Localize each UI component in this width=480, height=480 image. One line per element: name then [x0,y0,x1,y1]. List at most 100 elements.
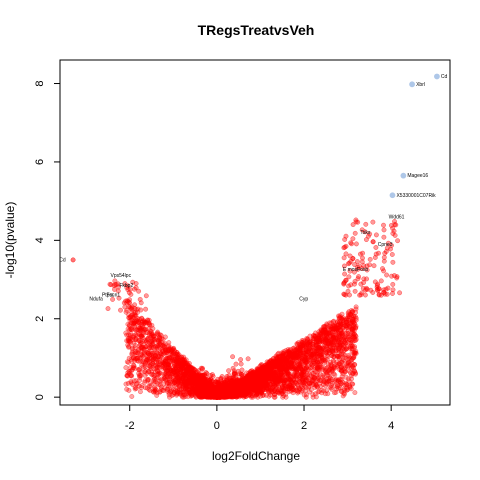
data-point [320,328,326,334]
data-point [129,394,135,399]
data-point [293,355,299,361]
data-point [329,346,335,352]
data-point [175,378,181,384]
data-point [251,369,257,375]
data-point [154,331,160,337]
data-point [332,372,338,378]
data-point [160,360,166,366]
data-point [343,319,349,325]
data-point [251,377,257,383]
data-point [293,351,299,357]
data-point [128,356,134,362]
data-point [352,390,358,396]
data-point [159,336,165,341]
data-point [310,378,316,384]
data-point [337,340,343,346]
data-point [250,382,256,388]
data-point [183,375,189,381]
data-point [271,355,276,361]
data-point [124,386,130,392]
data-point [254,385,260,391]
data-point [300,350,306,356]
data-point [280,394,286,400]
data-point [133,385,139,391]
data-point [307,339,313,345]
data-point [353,315,359,321]
data-point [148,333,154,338]
data-point [174,350,180,356]
data-point [336,378,341,384]
data-point [157,350,163,356]
data-point [326,330,332,336]
data-point [333,386,339,392]
data-point [310,392,316,398]
data-point [154,365,160,370]
data-point [168,367,174,373]
data-point [352,368,357,374]
data-point [295,360,301,366]
data-point [127,314,133,320]
data-point [294,388,300,394]
data-point [263,375,269,380]
data-point [285,347,291,353]
data-point [317,352,323,358]
data-point [351,338,357,343]
data-point [313,362,319,368]
data-point [283,367,289,373]
data-point [316,389,322,394]
data-point [147,322,153,328]
data-point [142,378,148,384]
data-point [146,345,152,350]
data-point [145,317,151,323]
data-point [289,360,295,366]
data-point [337,334,343,340]
data-point [259,380,265,386]
data-point [345,356,351,362]
data-point [128,305,134,311]
data-point [256,375,262,381]
data-point [132,326,138,332]
data-point [148,362,154,368]
data-point [272,370,278,376]
data-point [140,330,146,336]
data-point [162,385,168,391]
data-point [276,360,282,366]
data-point [326,338,332,344]
data-point [317,337,323,343]
data-point [349,333,355,339]
data-point [278,380,284,386]
data-point [339,364,345,370]
data-point [230,354,236,360]
data-point [166,378,172,384]
data-point [238,357,244,363]
data-point [295,346,301,352]
data-point [330,334,336,340]
data-point [125,370,131,376]
data-point [286,381,292,387]
data-point [155,357,161,363]
data-point [340,379,346,385]
data-point [305,372,310,378]
data-point [341,337,347,343]
data-point [342,387,347,393]
chart-title: TRegsTreatvsVeh [198,22,315,38]
data-point [178,363,184,369]
data-point [297,379,303,385]
data-point [281,385,287,391]
data-point [125,380,131,386]
data-point [333,338,339,344]
data-point [169,347,174,353]
data-point [139,332,144,338]
data-point [149,337,155,343]
data-point [126,387,132,393]
data-point [345,331,351,336]
data-point [260,366,266,372]
data-point [349,342,355,348]
data-point [290,345,296,351]
data-point [162,347,168,353]
data-point [292,379,298,385]
data-point [142,364,148,370]
data-point [337,354,343,360]
data-point [324,343,330,349]
